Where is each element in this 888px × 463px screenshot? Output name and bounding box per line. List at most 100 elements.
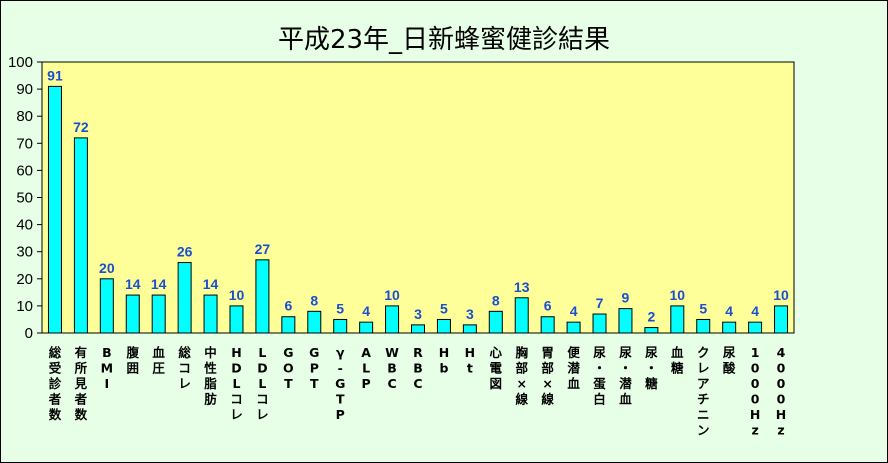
data-label: 5 bbox=[699, 300, 707, 316]
x-tick-label: 総受診者数 bbox=[48, 345, 62, 422]
y-tick-label: 100 bbox=[8, 54, 33, 71]
plot-area bbox=[41, 61, 795, 334]
x-tick-label: 尿酸 bbox=[723, 345, 736, 376]
bar-18 bbox=[488, 310, 503, 334]
bar-21 bbox=[566, 321, 581, 334]
data-label: 20 bbox=[99, 260, 115, 276]
x-tick-label: 便潜血 bbox=[567, 345, 580, 391]
bar-29 bbox=[774, 305, 789, 334]
x-tick-label: 中性脂肪 bbox=[203, 345, 217, 407]
data-label: 27 bbox=[255, 241, 271, 257]
data-labels-group: 91 72 20 14 14 26 14 10 27 6 8 5 4 10 3 5 3 8 13 6 4 7 9 2 10 5 4 4… bbox=[47, 67, 789, 324]
bar-14 bbox=[385, 305, 400, 334]
data-label: 6 bbox=[284, 298, 292, 314]
bar-12 bbox=[333, 318, 348, 334]
data-label: 7 bbox=[596, 295, 604, 311]
data-label: 14 bbox=[151, 276, 167, 292]
y-tick-label: 40 bbox=[16, 217, 33, 234]
bar-1 bbox=[47, 85, 62, 334]
bar-4 bbox=[125, 294, 140, 334]
bar-25 bbox=[670, 305, 685, 334]
y-tick-label: 0 bbox=[25, 325, 33, 342]
data-label: 72 bbox=[73, 119, 89, 135]
y-tick-label: 50 bbox=[16, 190, 33, 207]
data-label: 4 bbox=[725, 303, 733, 319]
x-tick-label: 胃部×線 bbox=[541, 345, 554, 407]
data-label: 6 bbox=[544, 298, 552, 314]
y-tick-label: 70 bbox=[16, 135, 33, 152]
data-label: 10 bbox=[384, 287, 400, 303]
y-tick-label: 10 bbox=[16, 298, 33, 315]
bar-19 bbox=[514, 297, 529, 334]
bar-26 bbox=[696, 318, 711, 334]
data-label: 10 bbox=[670, 287, 686, 303]
y-tick-label: 90 bbox=[16, 81, 33, 98]
data-label: 8 bbox=[310, 292, 318, 308]
bar-15 bbox=[411, 324, 425, 334]
x-tick-label: L D L コレ bbox=[256, 345, 269, 422]
data-label: 5 bbox=[440, 300, 448, 316]
data-label: 13 bbox=[514, 279, 530, 295]
bar-11 bbox=[307, 310, 322, 334]
data-label: 4 bbox=[570, 303, 578, 319]
x-tick-label: 尿・蛋白 bbox=[593, 345, 606, 407]
x-tick-label: クレアチニン bbox=[697, 345, 710, 438]
bar-9 bbox=[255, 259, 270, 334]
y-tick-label: 30 bbox=[16, 244, 33, 261]
data-label: 2 bbox=[647, 309, 655, 325]
x-tick-label: γ -G T P bbox=[335, 345, 345, 422]
bar-24 bbox=[644, 327, 659, 334]
x-tick-label: 心電図 bbox=[490, 345, 503, 391]
x-tick-label: H D L コレ bbox=[230, 345, 243, 422]
y-axis: 0 10 20 30 40 50 60 70 80 90 100 bbox=[8, 54, 42, 342]
y-tick-label: 20 bbox=[16, 271, 33, 288]
bar-3 bbox=[99, 278, 114, 334]
data-label: 14 bbox=[125, 276, 141, 292]
data-label: 4 bbox=[751, 303, 759, 319]
bar-8 bbox=[229, 305, 244, 334]
data-label: 26 bbox=[177, 244, 193, 260]
bar-7 bbox=[203, 294, 218, 334]
x-tick-label: 腹囲 bbox=[127, 345, 140, 376]
x-tick-label: 尿・糖 bbox=[645, 345, 658, 391]
data-label: 14 bbox=[203, 276, 219, 292]
bar-17 bbox=[462, 324, 477, 334]
bar-27 bbox=[722, 321, 737, 334]
bar-22 bbox=[592, 313, 607, 334]
bar-2 bbox=[73, 137, 88, 334]
y-tick-label: 80 bbox=[16, 108, 33, 125]
data-label: 91 bbox=[47, 67, 63, 83]
data-label: 8 bbox=[492, 292, 500, 308]
bar-6 bbox=[177, 262, 192, 334]
data-label: 4 bbox=[362, 303, 370, 319]
data-label: 10 bbox=[773, 287, 789, 303]
x-tick-label: 尿・潜血 bbox=[619, 345, 632, 407]
data-label: 10 bbox=[229, 287, 245, 303]
data-label: 3 bbox=[414, 306, 422, 322]
bar-28 bbox=[748, 321, 763, 334]
bar-16 bbox=[436, 318, 451, 334]
bar-5 bbox=[151, 294, 166, 334]
data-label: 3 bbox=[466, 306, 474, 322]
bar-10 bbox=[281, 316, 296, 334]
bar-23 bbox=[618, 308, 633, 334]
x-tick-label: 有所見者数 bbox=[74, 345, 88, 422]
x-tick-label: 総コレ bbox=[178, 345, 191, 391]
bar-13 bbox=[359, 321, 374, 334]
bars-group bbox=[47, 85, 789, 334]
data-label: 9 bbox=[622, 290, 630, 306]
x-tick-label: 胸部×線 bbox=[515, 345, 528, 407]
y-tick-label: 60 bbox=[16, 162, 33, 179]
